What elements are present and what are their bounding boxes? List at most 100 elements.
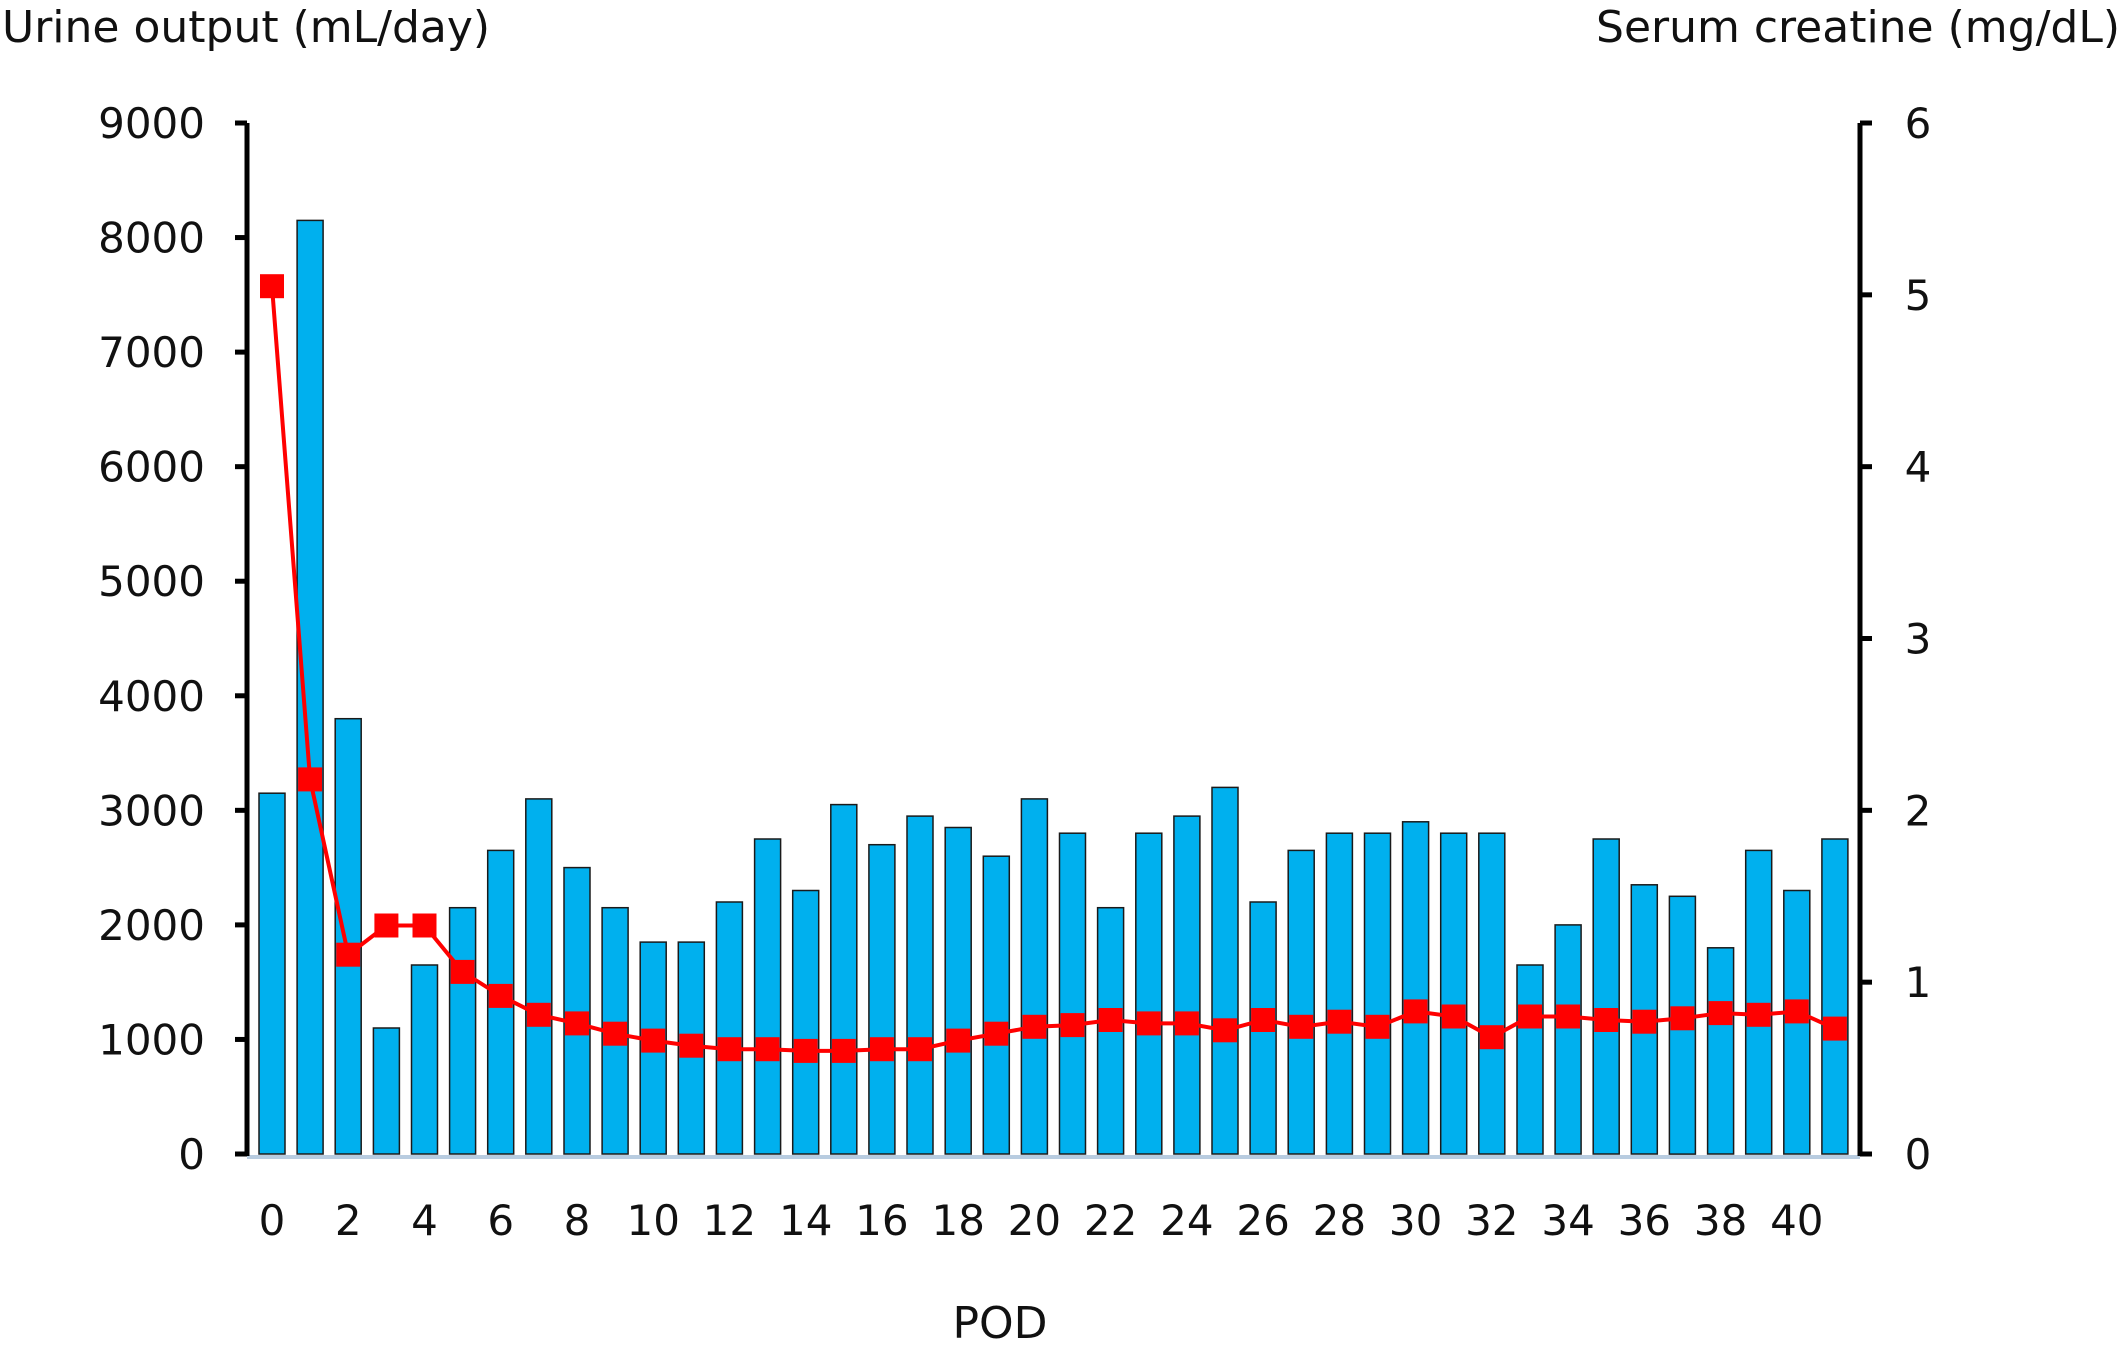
line-point (450, 959, 475, 984)
line-point (488, 983, 513, 1008)
y-tick-label-right: 4 (1905, 443, 1932, 492)
line-point (1213, 1018, 1237, 1043)
line-point (1479, 1025, 1504, 1050)
bar (1363, 832, 1392, 1155)
bar (1744, 849, 1773, 1155)
line-point (831, 1038, 856, 1063)
bar (944, 826, 972, 1155)
x-axis-label: POD (952, 1298, 1047, 1349)
bar-series (258, 219, 1849, 1155)
x-tick-label: 10 (626, 1196, 679, 1245)
bar (1173, 815, 1201, 1155)
line-point (755, 1037, 780, 1062)
line-point (565, 1011, 589, 1036)
line-point (1022, 1014, 1047, 1039)
line-point (1403, 999, 1428, 1024)
bar (982, 855, 1011, 1155)
bar (372, 1027, 401, 1155)
y-tick-label-right: 0 (1905, 1130, 1932, 1179)
line-point (908, 1037, 932, 1062)
y-axis-right: 0 1 2 3 4 5 6 (1857, 99, 1932, 1179)
bar (410, 964, 439, 1155)
bar (448, 906, 477, 1155)
x-tick-label: 6 (487, 1196, 514, 1245)
x-tick-label: 16 (855, 1196, 908, 1245)
line-point (374, 913, 399, 938)
y-axis-left: 0 1000 2000 3000 4000 5000 6000 7000 8000 9000 (98, 99, 250, 1179)
x-tick-label: 36 (1618, 1196, 1671, 1245)
y-axis-left-label: Urine output (mL/day) (2, 2, 490, 53)
bar (1325, 832, 1354, 1155)
y-tick-label-left: 1000 (98, 1015, 205, 1064)
line-point (298, 767, 323, 792)
x-tick-label: 0 (259, 1196, 286, 1245)
bar (1554, 924, 1582, 1155)
x-tick-label: 14 (779, 1196, 832, 1245)
line-series (260, 274, 1847, 1063)
y-tick-label-left: 2000 (98, 901, 205, 950)
bar (1592, 838, 1620, 1155)
line-point (1594, 1008, 1619, 1032)
x-tick-label: 28 (1313, 1196, 1366, 1245)
x-tick-label: 38 (1694, 1196, 1747, 1245)
bar (563, 866, 591, 1155)
bar (830, 803, 858, 1155)
line-point (869, 1037, 894, 1062)
bar (1478, 832, 1506, 1155)
line-point (641, 1028, 666, 1053)
y-tick-label-left: 4000 (98, 672, 205, 721)
line-point (1136, 1011, 1161, 1036)
x-tick-label: 30 (1389, 1196, 1442, 1245)
line-point (1098, 1008, 1123, 1032)
bar (258, 792, 286, 1155)
x-tick-label: 40 (1770, 1196, 1823, 1245)
line-point (412, 913, 437, 938)
line-point (603, 1021, 628, 1046)
line-point (1708, 1001, 1733, 1026)
y-tick-label-left: 8000 (98, 214, 205, 263)
bar (1706, 947, 1735, 1155)
line-point (260, 274, 284, 299)
y-tick-label-right: 6 (1905, 99, 1932, 148)
line-point (336, 942, 361, 967)
plot-area: 0100020003000400050006000700080009000012… (98, 99, 1931, 1245)
bar (1020, 798, 1049, 1155)
x-tick-label: 22 (1084, 1196, 1137, 1245)
line-point (946, 1028, 971, 1053)
bar (1516, 964, 1544, 1155)
bar (715, 901, 744, 1155)
x-tick-label: 34 (1541, 1196, 1594, 1245)
line-point (1784, 999, 1809, 1024)
x-tick-label: 2 (335, 1196, 362, 1245)
x-tick-label: 18 (931, 1196, 984, 1245)
x-tick-label: 20 (1008, 1196, 1061, 1245)
x-axis: 0 2 4 6 8 10 12 14 16 18 20 22 24 26 28 30 32 34 36 38 40 (259, 1196, 1824, 1245)
line-point (1060, 1013, 1085, 1038)
y-tick-label-left: 5000 (98, 557, 205, 606)
bar (868, 843, 896, 1155)
bar (1211, 786, 1239, 1155)
line-point (679, 1033, 704, 1058)
bar (1821, 838, 1849, 1155)
line-point (1365, 1014, 1390, 1039)
bar (334, 717, 362, 1155)
line-point (1746, 1002, 1771, 1027)
x-tick-label: 32 (1465, 1196, 1518, 1245)
x-tick-label: 8 (564, 1196, 591, 1245)
line-point (1518, 1004, 1542, 1029)
y-tick-label-right: 3 (1905, 615, 1932, 664)
line-point (1174, 1011, 1199, 1036)
y-tick-label-left: 0 (178, 1130, 205, 1179)
bar (791, 889, 820, 1155)
bar (1058, 832, 1087, 1155)
x-tick-label: 24 (1160, 1196, 1213, 1245)
y-tick-label-left: 6000 (98, 443, 205, 492)
bar (525, 798, 553, 1155)
bar (1439, 832, 1468, 1155)
y-tick-label-left: 3000 (98, 786, 205, 835)
y-tick-label-left: 9000 (98, 99, 205, 148)
bar (1401, 821, 1430, 1155)
y-tick-label-right: 2 (1905, 786, 1932, 835)
bar (1287, 849, 1315, 1155)
line-point (1251, 1008, 1276, 1032)
